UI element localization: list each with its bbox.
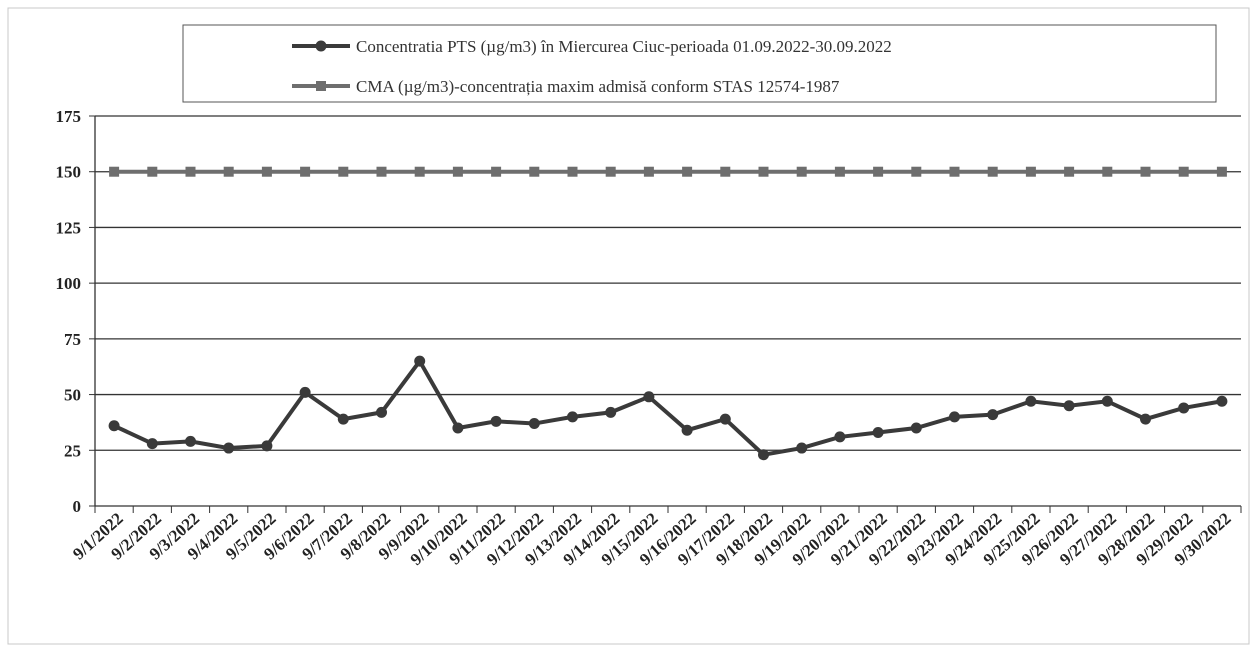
data-point [109,166,120,177]
data-point [834,431,846,443]
data-point [1025,166,1036,177]
legend-label: Concentratia PTS (µg/m3) în Miercurea Ci… [356,37,892,56]
data-point [223,442,235,454]
data-point [949,411,960,423]
data-point [223,166,234,177]
data-point [834,166,845,177]
data-point [1216,395,1228,407]
data-point [719,413,731,425]
data-point [376,406,387,418]
chart-frame [7,7,1250,645]
data-point [567,411,578,423]
data-point [720,166,731,177]
y-tick-label: 0 [73,497,82,516]
data-point [910,422,922,434]
data-point [338,166,349,177]
data-point [605,166,616,177]
data-point [300,166,311,177]
legend-label: CMA (µg/m3)-concentrația maxim admisă co… [356,77,840,96]
data-point [949,166,960,177]
data-point [987,166,998,177]
data-point [376,166,387,177]
data-point [261,166,272,177]
data-point [1140,413,1151,425]
data-point [108,420,120,432]
data-point [490,415,502,427]
data-point [758,449,769,461]
data-point [643,166,654,177]
data-point [605,406,617,418]
data-point [1025,395,1037,407]
y-tick-label: 50 [64,386,81,405]
legend-marker [315,40,327,52]
legend-marker [316,81,326,91]
y-tick-label: 75 [64,330,81,349]
data-point [873,166,884,177]
data-point [452,166,463,177]
data-point [987,409,999,421]
data-point [1140,166,1151,177]
series-line [113,357,1223,457]
data-point [1216,166,1227,177]
data-point [337,413,349,425]
data-point [146,438,158,450]
data-point [682,166,693,177]
data-point [1178,166,1189,177]
data-point [1101,395,1113,407]
data-point [796,442,808,454]
data-point [758,166,769,177]
data-point [1064,166,1075,177]
data-point [567,166,578,177]
data-point [681,424,693,436]
data-point [796,166,807,177]
data-point [414,355,426,367]
data-point [872,426,884,438]
data-point [299,386,311,398]
y-tick-label: 150 [56,163,82,182]
data-point [185,435,196,447]
data-point [261,440,273,452]
data-point [452,422,464,434]
data-point [528,418,540,430]
data-point [1102,166,1113,177]
data-point [414,166,425,177]
data-point [491,166,502,177]
data-point [911,166,922,177]
y-tick-label: 175 [56,107,82,126]
data-point [147,166,158,177]
data-point [1063,400,1075,412]
legend-box [182,24,1217,103]
y-tick-label: 100 [56,274,82,293]
data-point [185,166,196,177]
y-tick-label: 125 [56,218,82,237]
y-tick-label: 25 [64,441,81,460]
data-point [1178,402,1190,414]
data-point [643,391,655,403]
data-point [529,166,540,177]
